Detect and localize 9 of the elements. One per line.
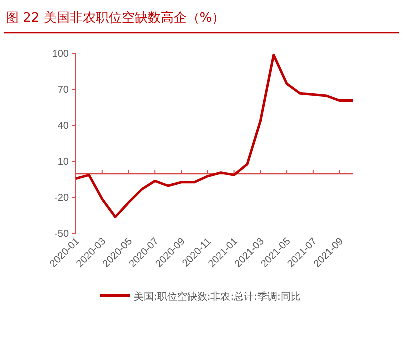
y-tick-label: 40 [58,121,70,132]
y-tick-label: 10 [58,157,70,168]
y-tick-label: 100 [52,49,70,60]
y-tick-label: -20 [54,193,70,204]
legend-label: 美国:职位空缺数:非农:总计:季调:同比 [134,291,301,303]
y-tick-label: -50 [54,229,70,240]
line-series [74,54,354,218]
chart-title: 图 22 美国非农职位空缺数高企（%） [6,10,226,26]
y-tick-label: 70 [58,85,70,96]
